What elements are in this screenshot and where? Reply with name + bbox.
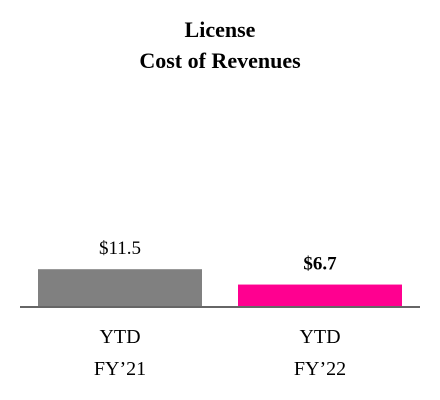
x-tick-label: YTD FY’22 [294, 326, 346, 380]
x-tick-label: YTD FY’21 [94, 326, 146, 380]
value-label: $6.7 [303, 254, 337, 275]
chart-title: License Cost of Revenues [139, 17, 301, 73]
bar [238, 284, 402, 306]
value-label: $11.5 [99, 239, 141, 260]
bar [38, 269, 202, 306]
